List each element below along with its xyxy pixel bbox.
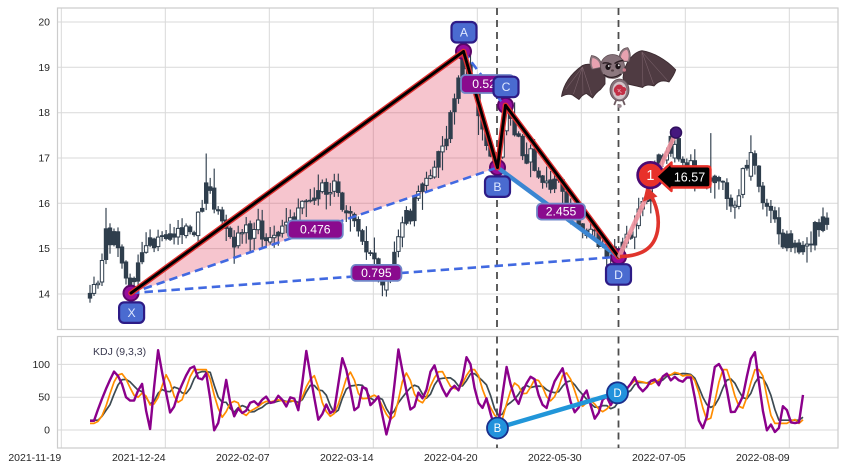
svg-text:2.455: 2.455 [546,205,577,219]
svg-text:B: B [494,423,502,435]
svg-text:D: D [613,388,621,400]
svg-text:2021-12-24: 2021-12-24 [112,452,166,464]
svg-text:0.795: 0.795 [361,266,392,280]
svg-text:0.476: 0.476 [300,223,331,237]
svg-text:17: 17 [38,153,50,165]
svg-text:2022-05-30: 2022-05-30 [528,452,582,464]
svg-text:50: 50 [38,392,50,404]
svg-text:2022-04-20: 2022-04-20 [424,452,478,464]
svg-text:16: 16 [38,198,50,210]
svg-text:B: B [493,180,501,194]
svg-text:D: D [614,268,623,282]
svg-text:100: 100 [32,359,50,371]
svg-text:16.57: 16.57 [674,171,705,185]
svg-text:20: 20 [38,17,50,29]
svg-text:2022-03-14: 2022-03-14 [320,452,374,464]
svg-text:0: 0 [44,425,50,437]
svg-text:15: 15 [38,243,50,255]
svg-text:2022-07-05: 2022-07-05 [632,452,686,464]
svg-text:2021-11-19: 2021-11-19 [8,452,61,464]
svg-text:14: 14 [38,289,50,301]
svg-text:18: 18 [38,107,50,119]
svg-text:KDJ (9,3,3): KDJ (9,3,3) [93,346,146,358]
svg-text:2022-02-07: 2022-02-07 [216,452,270,464]
svg-text:X: X [128,306,136,320]
svg-text:1: 1 [646,168,654,184]
svg-text:A: A [460,26,469,40]
svg-text:2022-08-09: 2022-08-09 [736,452,790,464]
svg-text:C: C [502,80,511,94]
svg-text:19: 19 [38,62,50,74]
